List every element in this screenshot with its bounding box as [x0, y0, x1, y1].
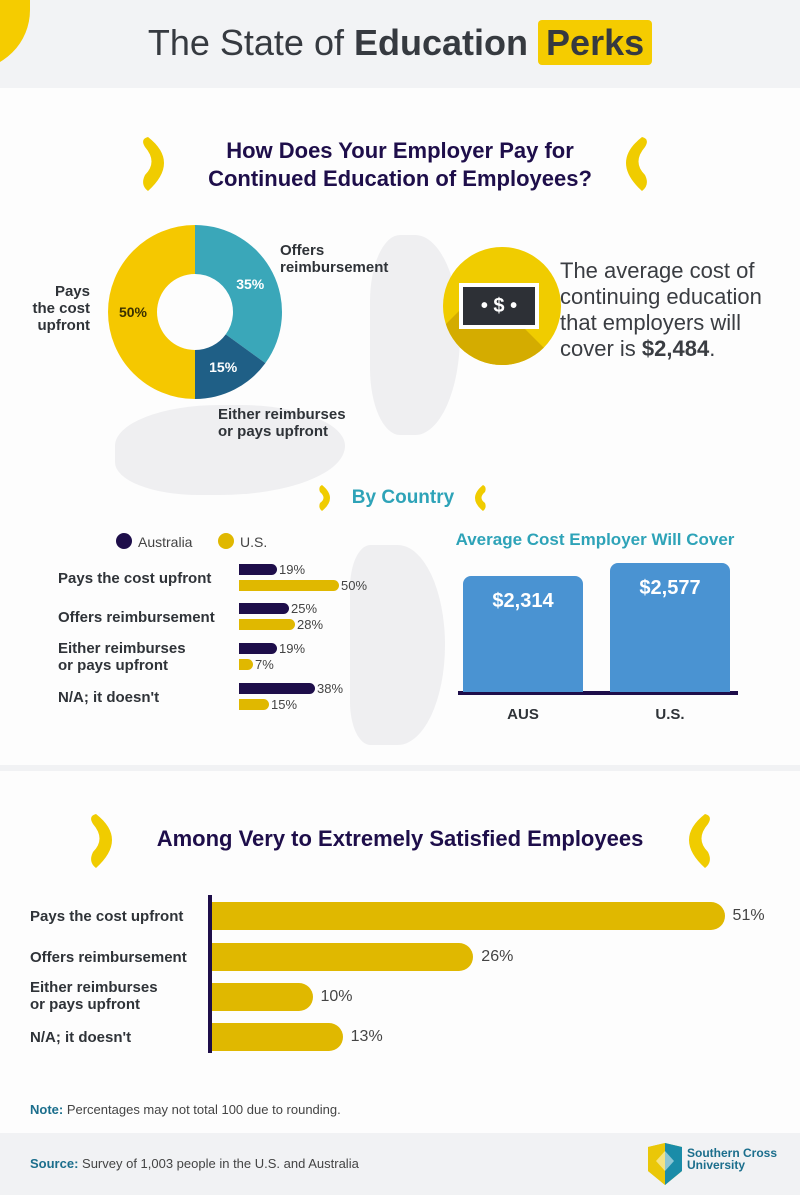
- bar-value-label: 19%: [279, 562, 306, 577]
- pie-slice-label: 50%: [119, 304, 148, 320]
- title-brackets: [91, 814, 710, 868]
- bracket-right-icon: [689, 814, 710, 868]
- bracket-left-icon: [91, 814, 112, 868]
- legend-australia-swatch: [116, 533, 132, 549]
- legend-us-swatch: [218, 533, 234, 549]
- bracket-left-icon: [319, 485, 330, 511]
- pie-label-either: Either reimburses or pays upfront: [218, 406, 346, 440]
- pie-slice: [108, 225, 195, 399]
- source: Source: Survey of 1,003 people in the U.…: [30, 1156, 359, 1171]
- satisfied-category-label: Pays the cost upfront: [30, 908, 184, 925]
- divider: [0, 765, 800, 771]
- note: Note: Percentages may not total 100 due …: [30, 1102, 341, 1117]
- legend-us: U.S.: [240, 534, 268, 550]
- header: [0, 0, 800, 88]
- title-brackets: [143, 137, 647, 191]
- bar-value-label: 28%: [297, 617, 324, 632]
- bar-australia: [239, 564, 277, 575]
- country-category-label: Pays the cost upfront: [58, 570, 212, 587]
- bar-value-label: 15%: [271, 697, 298, 712]
- bar-value-label: 7%: [255, 657, 274, 672]
- bar-australia: [239, 643, 277, 654]
- pie-slice: [195, 334, 266, 399]
- section-title: How Does Your Employer Pay for Continued …: [208, 138, 592, 191]
- bar-value-label: 50%: [341, 578, 368, 593]
- pie-chart: 35% 15% 50%: [108, 225, 282, 399]
- country-category-label: N/A; it doesn't: [58, 689, 160, 706]
- bar-value-label: 19%: [279, 641, 306, 656]
- bar-value-label: 25%: [291, 601, 318, 616]
- pie-label-offers: Offers reimbursement: [280, 242, 389, 276]
- satisfied-bar-value: 13%: [350, 1028, 383, 1045]
- bar-us: [239, 580, 339, 591]
- cost-bar: $2,577: [610, 563, 730, 692]
- satisfied-category-label: Offers reimbursement: [30, 949, 187, 966]
- subtitle-brackets: [319, 485, 486, 511]
- satisfied-category-label: N/A; it doesn't: [30, 1029, 132, 1046]
- cost-category-label: AUS: [507, 706, 539, 723]
- cost-bar-value: $2,577: [639, 577, 701, 599]
- legend-australia: Australia: [138, 534, 193, 550]
- satisfied-category-label: Either reimburses or pays upfront: [30, 979, 158, 1013]
- satisfied-bar: [212, 983, 313, 1011]
- cost-category-label: U.S.: [655, 706, 685, 723]
- cost-chart-title: Average Cost Employer Will Cover: [455, 530, 735, 549]
- pie-slice-label: 35%: [236, 276, 265, 292]
- pie-slice-label: 15%: [209, 359, 238, 375]
- cost-bar-value: $2,314: [492, 590, 554, 613]
- cost-axis: [458, 691, 738, 695]
- satisfied-bar: [212, 902, 725, 930]
- bar-value-label: 38%: [317, 681, 344, 696]
- bracket-right-icon: [626, 137, 647, 191]
- bar-australia: [239, 683, 315, 694]
- page-title: The State of Education Perks: [0, 20, 800, 65]
- satisfied-bar-value: 10%: [320, 988, 353, 1005]
- university-logo-text: Southern Cross University: [687, 1146, 778, 1172]
- by-country-title: By Country: [351, 487, 455, 508]
- bracket-right-icon: [475, 485, 486, 511]
- bar-us: [239, 659, 253, 670]
- country-category-label: Offers reimbursement: [58, 609, 215, 626]
- bracket-left-icon: [143, 137, 164, 191]
- satisfied-title: Among Very to Extremely Satisfied Employ…: [156, 826, 644, 851]
- country-category-label: Either reimburses or pays upfront: [58, 640, 186, 674]
- satisfied-bar: [212, 1023, 343, 1051]
- bar-australia: [239, 603, 289, 614]
- pie-slice: [195, 225, 282, 364]
- satisfied-bar: [212, 943, 474, 971]
- money-icon: • $ •: [443, 247, 561, 365]
- decorative-blob: [115, 405, 345, 495]
- avg-cost-text: The average cost of continuing education…: [560, 258, 762, 361]
- satisfied-bar-value: 51%: [732, 907, 765, 924]
- bar-us: [239, 619, 295, 630]
- satisfied-bar-value: 26%: [481, 948, 514, 965]
- cost-bar: $2,314: [463, 576, 583, 692]
- decorative-blob: [350, 545, 445, 745]
- pie-label-pays: Pays the cost upfront: [32, 283, 90, 334]
- bar-us: [239, 699, 269, 710]
- university-logo-icon: [648, 1143, 682, 1185]
- satisfied-axis: [208, 895, 212, 1053]
